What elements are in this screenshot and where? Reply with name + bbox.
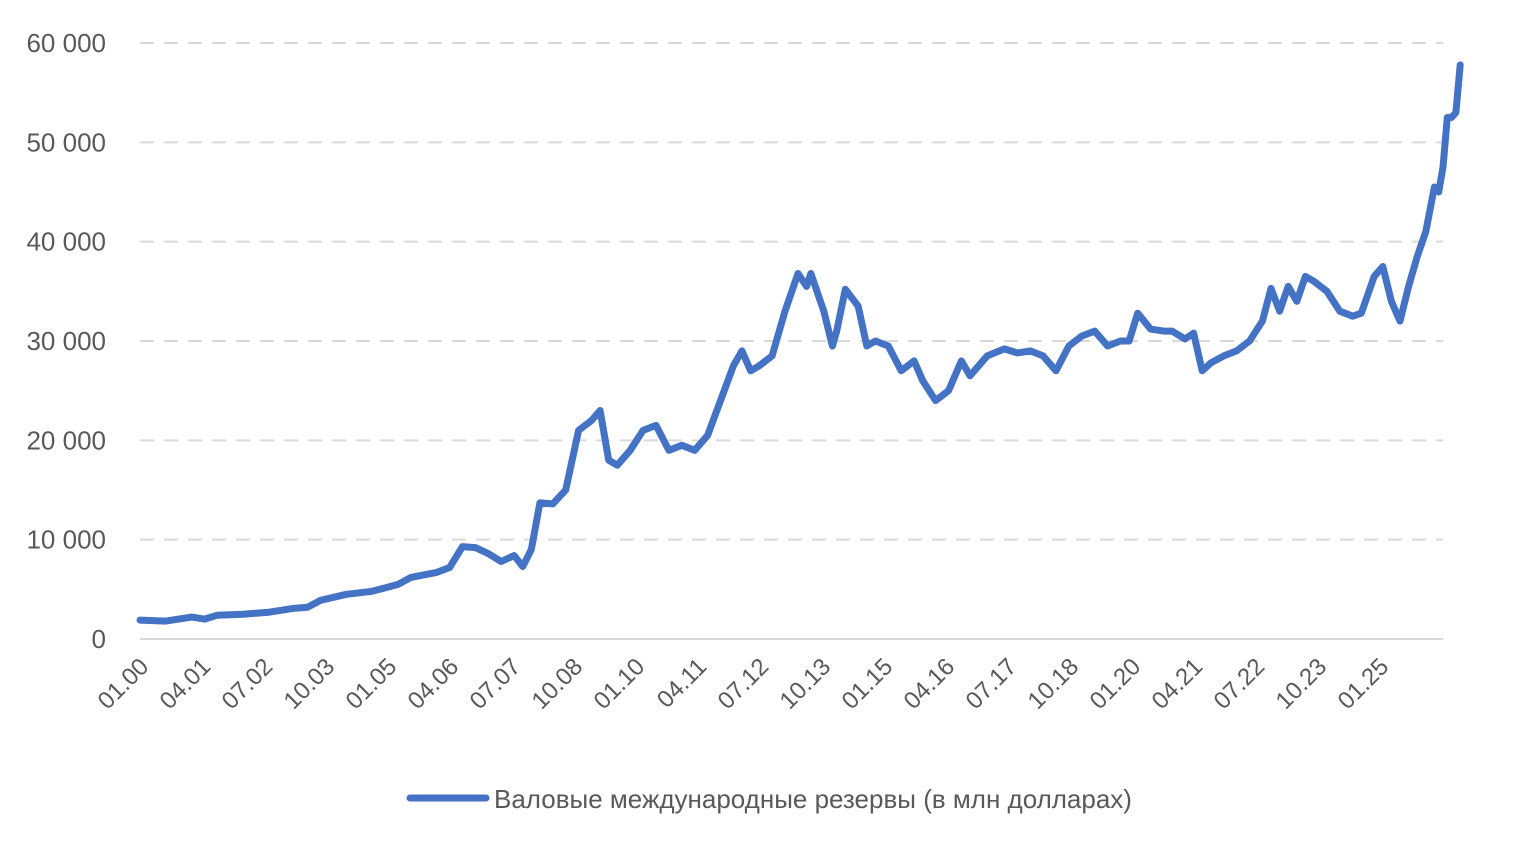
x-tick-label: 04.11 xyxy=(652,653,712,713)
series-line xyxy=(136,61,1464,625)
gridlines xyxy=(140,42,1443,640)
y-tick-label: 60 000 xyxy=(26,28,106,58)
x-tick-label: 07.12 xyxy=(713,653,775,715)
y-tick-label: 50 000 xyxy=(26,127,106,157)
legend-label: Валовые международные резервы (в млн дол… xyxy=(494,784,1132,814)
y-tick-label: 40 000 xyxy=(26,227,106,257)
x-tick-label: 07.22 xyxy=(1209,653,1271,715)
x-tick-label: 01.00 xyxy=(93,653,155,715)
x-tick-label: 07.17 xyxy=(961,653,1023,715)
x-tick-label: 10.23 xyxy=(1271,653,1333,715)
x-axis-ticks: 01.00 04.01 07.02 10.03 01.05 04.06 07.07 10.08… xyxy=(93,653,1395,715)
x-tick-label: 01.05 xyxy=(341,653,403,715)
x-tick-label: 01.25 xyxy=(1333,653,1395,715)
x-tick-label: 04.16 xyxy=(899,653,961,715)
x-tick-label: 10.08 xyxy=(527,653,589,715)
legend: Валовые международные резервы (в млн дол… xyxy=(406,784,1132,814)
series-layer xyxy=(136,61,1464,625)
x-tick-label: 01.10 xyxy=(589,653,651,715)
x-tick-label: 10.13 xyxy=(775,653,837,715)
x-tick-label: 04.01 xyxy=(155,653,217,715)
x-tick-label: 04.21 xyxy=(1147,653,1209,715)
y-tick-label: 20 000 xyxy=(26,425,106,455)
x-tick-label: 07.02 xyxy=(217,653,279,715)
y-axis-ticks: 0 10 000 20 000 30 000 40 000 50 000 60 000 xyxy=(26,28,106,654)
x-tick-label: 10.03 xyxy=(279,653,341,715)
x-tick-label: 01.20 xyxy=(1085,653,1147,715)
x-tick-label: 04.06 xyxy=(403,653,465,715)
x-tick-label: 07.07 xyxy=(465,653,527,715)
x-tick-label: 01.15 xyxy=(837,653,899,715)
y-tick-label: 10 000 xyxy=(26,525,106,555)
x-tick-label: 10.18 xyxy=(1023,653,1085,715)
y-tick-label: 0 xyxy=(92,624,106,654)
y-tick-label: 30 000 xyxy=(26,326,106,356)
